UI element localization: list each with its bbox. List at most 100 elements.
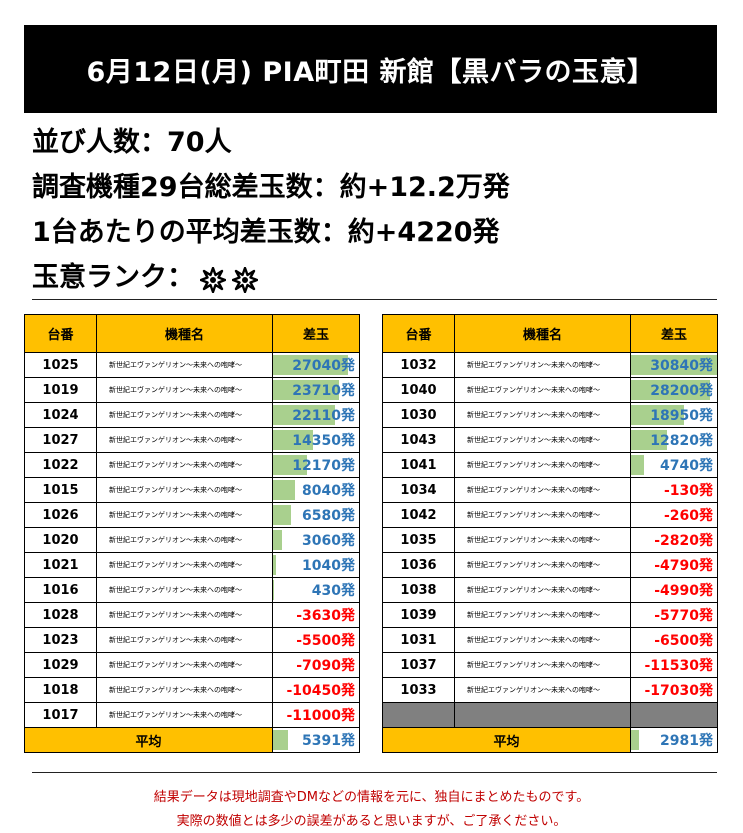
divider xyxy=(32,772,717,773)
diff-cell: 6580発 xyxy=(272,502,360,528)
table-row: 1022 新世紀エヴァンゲリオン～未来への咆哮～ 12170発 xyxy=(24,452,360,478)
diff-value: 27040発 xyxy=(292,358,355,374)
machine-number: 1015 xyxy=(24,477,97,503)
machine-number: 1018 xyxy=(24,677,97,703)
model-name: 新世紀エヴァンゲリオン～未来への咆哮～ xyxy=(96,452,273,478)
diff-bar xyxy=(273,480,296,500)
diff-bar xyxy=(631,430,667,450)
diff-bar xyxy=(631,380,710,400)
table-row: 1036 新世紀エヴァンゲリオン～未来への咆哮～ -4790発 xyxy=(382,552,718,578)
table-row: 1041 新世紀エヴァンゲリオン～未来への咆哮～ 4740発 xyxy=(382,452,718,478)
machine-number: 1034 xyxy=(382,477,455,503)
diff-value: -260発 xyxy=(663,508,713,524)
model-name: 新世紀エヴァンゲリオン～未来への咆哮～ xyxy=(454,527,631,553)
diff-bar xyxy=(631,405,684,425)
machine-number: 1019 xyxy=(24,377,97,403)
diff-value: 2981発 xyxy=(660,733,713,749)
diff-value: -17030発 xyxy=(644,683,713,699)
diff-bar xyxy=(631,455,645,475)
diff-cell: 5391発 xyxy=(272,727,360,753)
diff-value: 4740発 xyxy=(660,458,713,474)
model-name: 新世紀エヴァンゲリオン～未来への咆哮～ xyxy=(96,602,273,628)
diff-value: 18950発 xyxy=(650,408,713,424)
machine-number: 1041 xyxy=(382,452,455,478)
table-row: 1026 新世紀エヴァンゲリオン～未来への咆哮～ 6580発 xyxy=(24,502,360,528)
machine-number: 1038 xyxy=(382,577,455,603)
rank-line: 玉意ランク： xyxy=(32,255,722,300)
average-diff: 1台あたりの平均差玉数：約+4220発 xyxy=(32,217,500,248)
page-header: 6月12日(月) PIA町田 新館【黒バラの玉意】 xyxy=(24,25,717,113)
table-row: 1029 新世紀エヴァンゲリオン～未来への咆哮～ -7090発 xyxy=(24,652,360,678)
diff-cell: 14350発 xyxy=(272,427,360,453)
diff-cell: 4740発 xyxy=(630,452,718,478)
diff-bar xyxy=(273,505,292,525)
diff-cell: 12820発 xyxy=(630,427,718,453)
table-row: 1028 新世紀エヴァンゲリオン～未来への咆哮～ -3630発 xyxy=(24,602,360,628)
machine-number: 1031 xyxy=(382,627,455,653)
diff-value: -4990発 xyxy=(654,583,713,599)
average-row: 平均 2981発 xyxy=(382,727,718,753)
machine-number: 1039 xyxy=(382,602,455,628)
diff-bar xyxy=(273,580,275,600)
diff-bar xyxy=(273,355,349,375)
model-name: 新世紀エヴァンゲリオン～未来への咆哮～ xyxy=(454,477,631,503)
diff-cell: -5500発 xyxy=(272,627,360,653)
diff-value: -5770発 xyxy=(654,608,713,624)
diff-cell: 1040発 xyxy=(272,552,360,578)
model-name: 新世紀エヴァンゲリオン～未来への咆哮～ xyxy=(96,477,273,503)
model-name: 新世紀エヴァンゲリオン～未来への咆哮～ xyxy=(454,627,631,653)
rank-icons xyxy=(194,256,258,301)
header-model: 機種名 xyxy=(454,314,631,353)
diff-value: 23710発 xyxy=(292,383,355,399)
diff-cell: -3630発 xyxy=(272,602,360,628)
diff-value: 430発 xyxy=(311,583,355,599)
machine-number: 1033 xyxy=(382,677,455,703)
table-row: 1017 新世紀エヴァンゲリオン～未来への咆哮～ -11000発 xyxy=(24,702,360,728)
model-name: 新世紀エヴァンゲリオン～未来への咆哮～ xyxy=(96,577,273,603)
machine-number: 1024 xyxy=(24,402,97,428)
model-name: 新世紀エヴァンゲリオン～未来への咆哮～ xyxy=(96,652,273,678)
diff-cell: -2820発 xyxy=(630,527,718,553)
table-row: 1024 新世紀エヴァンゲリオン～未来への咆哮～ 22110発 xyxy=(24,402,360,428)
empty-cell xyxy=(382,702,455,728)
machine-number: 1042 xyxy=(382,502,455,528)
model-name: 新世紀エヴァンゲリオン～未来への咆哮～ xyxy=(454,502,631,528)
diff-bar xyxy=(273,380,340,400)
diff-bar xyxy=(273,555,276,575)
diff-value: -5500発 xyxy=(296,633,355,649)
diff-cell: -4790発 xyxy=(630,552,718,578)
diff-cell: 27040発 xyxy=(272,352,360,378)
diff-cell: 22110発 xyxy=(272,402,360,428)
table-row: 1018 新世紀エヴァンゲリオン～未来への咆哮～ -10450発 xyxy=(24,677,360,703)
machine-number: 1023 xyxy=(24,627,97,653)
diff-cell: -17030発 xyxy=(630,677,718,703)
diff-value: 8040発 xyxy=(302,483,355,499)
diff-value: 3060発 xyxy=(302,533,355,549)
diff-cell: -6500発 xyxy=(630,627,718,653)
diff-cell: 23710発 xyxy=(272,377,360,403)
machine-number: 1029 xyxy=(24,652,97,678)
model-name: 新世紀エヴァンゲリオン～未来への咆哮～ xyxy=(96,352,273,378)
machine-number: 1040 xyxy=(382,377,455,403)
machine-number: 1037 xyxy=(382,652,455,678)
table-row: 1035 新世紀エヴァンゲリオン～未来への咆哮～ -2820発 xyxy=(382,527,718,553)
model-name: 新世紀エヴァンゲリオン～未来への咆哮～ xyxy=(96,502,273,528)
table-row: 1019 新世紀エヴァンゲリオン～未来への咆哮～ 23710発 xyxy=(24,377,360,403)
queue-count: 並び人数：70人 xyxy=(32,127,232,158)
summary-section: 並び人数：70人 調査機種29台総差玉数：約+12.2万発 1台あたりの平均差玉… xyxy=(32,120,722,300)
diff-value: 14350発 xyxy=(292,433,355,449)
diff-bar xyxy=(631,730,640,750)
model-name: 新世紀エヴァンゲリオン～未来への咆哮～ xyxy=(454,602,631,628)
model-name: 新世紀エヴァンゲリオン～未来への咆哮～ xyxy=(454,377,631,403)
diff-cell: 430発 xyxy=(272,577,360,603)
diff-value: 30840発 xyxy=(650,358,713,374)
table-row: 1023 新世紀エヴァンゲリオン～未来への咆哮～ -5500発 xyxy=(24,627,360,653)
diff-cell: -11000発 xyxy=(272,702,360,728)
diff-value: -6500発 xyxy=(654,633,713,649)
burst-icon xyxy=(200,266,226,293)
diff-value: 22110発 xyxy=(292,408,355,424)
burst-icon xyxy=(232,266,258,293)
machine-number: 1030 xyxy=(382,402,455,428)
diff-cell: -5770発 xyxy=(630,602,718,628)
table-row: 1027 新世紀エヴァンゲリオン～未来への咆哮～ 14350発 xyxy=(24,427,360,453)
